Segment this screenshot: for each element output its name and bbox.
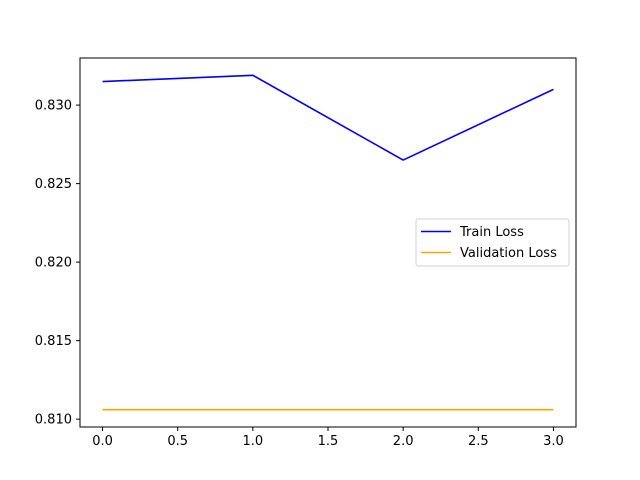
x-tick-label: 2.5 (468, 434, 489, 449)
x-tick-label: 3.0 (543, 434, 564, 449)
legend: Train Loss Validation Loss (415, 218, 570, 267)
y-axis-ticks: 0.810 0.815 0.820 0.825 0.830 (35, 99, 80, 428)
y-tick-label: 0.815 (35, 334, 72, 349)
y-tick-label: 0.820 (35, 256, 72, 271)
plot-area-frame (79, 57, 577, 428)
legend-label-train-loss: Train Loss (459, 225, 524, 240)
y-tick-label: 0.830 (35, 99, 72, 114)
x-tick-label: 1.5 (318, 434, 339, 449)
legend-label-validation-loss: Validation Loss (460, 246, 557, 261)
x-tick-label: 0.5 (167, 434, 188, 449)
x-tick-label: 0.0 (92, 434, 113, 449)
legend-box (415, 218, 570, 267)
x-tick-label: 1.0 (243, 434, 264, 449)
x-axis-ticks: 0.0 0.5 1.0 1.5 2.0 2.5 3.0 (92, 427, 564, 449)
y-tick-label: 0.825 (35, 177, 72, 192)
series-line-train-loss (102, 74, 554, 161)
x-tick-label: 2.0 (393, 434, 414, 449)
y-tick-label: 0.810 (35, 413, 72, 428)
series-lines (102, 74, 554, 411)
